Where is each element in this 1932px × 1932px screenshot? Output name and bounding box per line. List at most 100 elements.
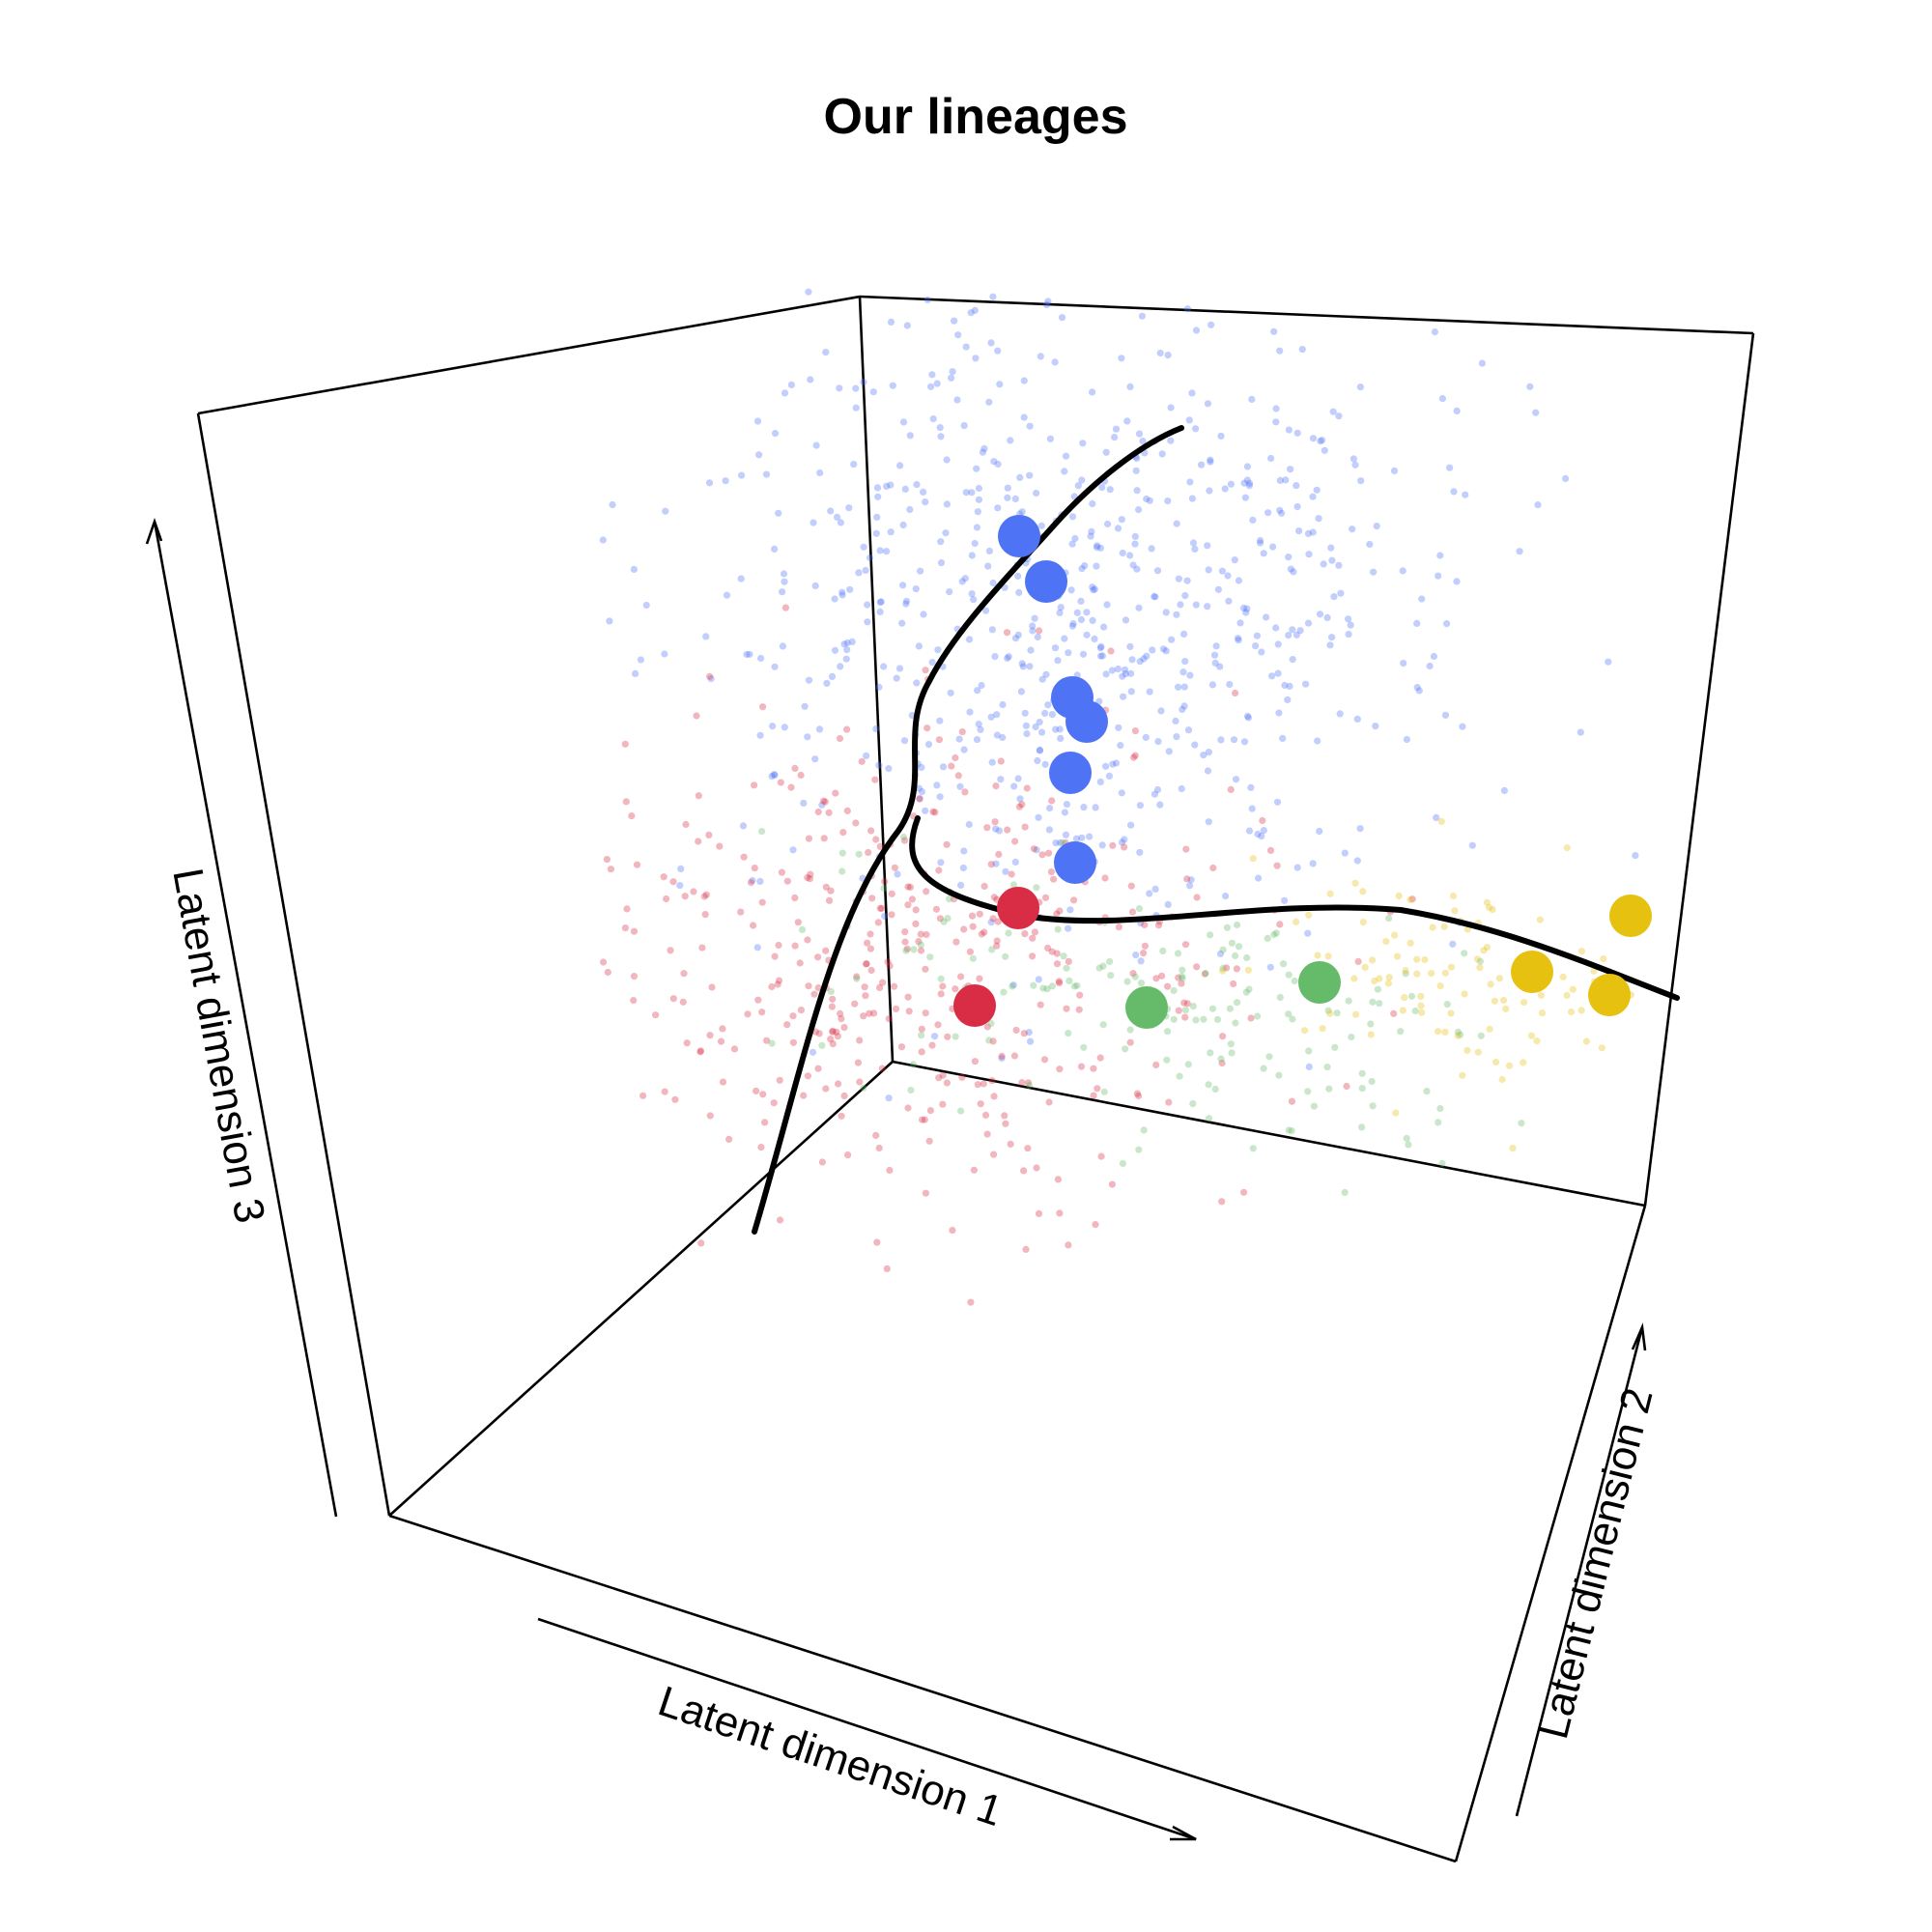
scatter-point-green bbox=[1285, 1126, 1293, 1134]
scatter-point-blue bbox=[1062, 452, 1070, 460]
scatter-point-green bbox=[1397, 1028, 1405, 1036]
scatter-point-green bbox=[1275, 1071, 1283, 1079]
scatter-point-red bbox=[705, 831, 713, 839]
scatter-point-green bbox=[1407, 992, 1416, 1000]
scatter-point-blue bbox=[1027, 1037, 1035, 1045]
scatter-point-blue bbox=[1063, 801, 1070, 809]
scatter-point-red bbox=[903, 945, 911, 952]
scatter-point-yellow bbox=[1436, 982, 1444, 990]
scatter-point-blue bbox=[1118, 789, 1125, 797]
scatter-point-green bbox=[1119, 1159, 1126, 1168]
scatter-point-green bbox=[1131, 973, 1139, 980]
scatter-point-red bbox=[829, 1040, 837, 1048]
scatter-point-blue bbox=[1316, 827, 1323, 836]
scatter-point-green bbox=[1402, 970, 1409, 978]
scatter-point-red bbox=[1178, 980, 1185, 987]
scatter-point-green bbox=[1411, 1007, 1419, 1015]
scatter-point-blue bbox=[850, 461, 858, 469]
scatter-point-blue bbox=[1018, 660, 1026, 668]
scatter-point-blue bbox=[993, 731, 1001, 739]
scatter-point-green bbox=[1249, 1145, 1257, 1152]
scatter-point-blue bbox=[779, 642, 787, 650]
scatter-point-blue bbox=[954, 331, 962, 339]
scatter-point-green bbox=[1163, 1056, 1171, 1064]
scatter-point-red bbox=[1183, 875, 1191, 883]
scatter-point-red bbox=[828, 1003, 837, 1010]
scatter-point-blue bbox=[1256, 539, 1264, 547]
scatter-point-red bbox=[1115, 923, 1122, 931]
scatter-point-blue bbox=[1083, 631, 1091, 639]
scatter-point-red bbox=[932, 905, 941, 913]
scatter-point-blue bbox=[840, 640, 848, 648]
scatter-point-green bbox=[1341, 1188, 1349, 1196]
scatter-point-blue bbox=[1248, 395, 1256, 403]
scatter-point-blue bbox=[1102, 670, 1110, 678]
scatter-point-blue bbox=[1275, 709, 1283, 717]
scatter-point-yellow bbox=[1502, 1005, 1510, 1012]
3d-box bbox=[196, 295, 1755, 1863]
scatter-point-blue bbox=[1204, 542, 1211, 550]
scatter-point-red bbox=[905, 1008, 913, 1015]
scatter-point-green bbox=[1285, 1010, 1293, 1018]
scatter-point-red bbox=[1227, 785, 1235, 794]
scatter-point-green bbox=[1358, 1123, 1366, 1131]
scatter-point-blue bbox=[1347, 621, 1354, 629]
scatter-point-red bbox=[948, 762, 955, 770]
scatter-point-red bbox=[960, 925, 968, 933]
scatter-point-green bbox=[1205, 1081, 1212, 1089]
scatter-point-blue bbox=[1036, 718, 1043, 726]
scatter-point-blue bbox=[1245, 827, 1254, 835]
scatter-point-green bbox=[1005, 929, 1012, 937]
scatter-point-yellow bbox=[1495, 975, 1503, 982]
scatter-point-red bbox=[814, 808, 822, 816]
scatter-point-blue bbox=[749, 876, 756, 885]
scatter-point-green bbox=[1009, 881, 1017, 889]
scatter-point-red bbox=[931, 809, 939, 816]
scatter-point-blue bbox=[768, 773, 776, 781]
scatter-point-yellow bbox=[1537, 991, 1545, 999]
scatter-point-red bbox=[815, 1030, 823, 1037]
scatter-point-blue bbox=[842, 655, 850, 663]
scatter-point-blue bbox=[1218, 567, 1226, 575]
scatter-point-blue bbox=[887, 481, 895, 489]
scatter-point-green bbox=[1228, 939, 1236, 947]
scatter-point-red bbox=[825, 809, 833, 816]
scatter-point-blue bbox=[929, 415, 937, 423]
scatter-point-red bbox=[820, 797, 828, 805]
scatter-point-green bbox=[1135, 905, 1144, 913]
scatter-point-blue bbox=[1205, 749, 1212, 756]
scatter-point-blue bbox=[1268, 672, 1276, 680]
scatter-point-blue bbox=[1453, 578, 1461, 585]
scatter-point-blue bbox=[1435, 572, 1442, 580]
scatter-point-blue bbox=[1272, 624, 1280, 632]
scatter-point-blue bbox=[1272, 418, 1280, 426]
scatter-point-red bbox=[834, 1033, 841, 1040]
scatter-point-blue bbox=[1296, 627, 1304, 635]
scatter-point-red bbox=[1209, 864, 1217, 872]
scatter-point-red bbox=[876, 983, 884, 991]
scatter-point-red bbox=[753, 1087, 760, 1094]
scatter-point-yellow bbox=[1486, 1025, 1493, 1033]
scatter-point-blue bbox=[883, 482, 891, 490]
scatter-point-blue bbox=[1272, 405, 1280, 412]
lineage-curve-2 bbox=[909, 815, 1680, 1001]
scatter-point-blue bbox=[1089, 583, 1096, 591]
scatter-point-blue bbox=[1139, 438, 1147, 445]
scatter-point-blue bbox=[811, 755, 819, 763]
scatter-point-blue bbox=[1056, 609, 1064, 617]
scatter-point-green bbox=[1063, 964, 1070, 972]
scatter-point-blue bbox=[1441, 711, 1450, 719]
scatter-point-yellow bbox=[1441, 1028, 1449, 1036]
scatter-point-yellow bbox=[1500, 996, 1508, 1004]
scatter-point-blue bbox=[837, 663, 844, 670]
scatter-point-red bbox=[922, 1009, 929, 1017]
scatter-point-green bbox=[818, 1041, 826, 1049]
scatter-point-blue bbox=[1345, 615, 1352, 623]
scatter-point-blue bbox=[1022, 722, 1030, 729]
scatter-point-blue bbox=[1177, 601, 1184, 609]
scatter-point-blue bbox=[1091, 635, 1098, 643]
scatter-point-red bbox=[1037, 1001, 1044, 1009]
scatter-point-blue bbox=[1180, 630, 1188, 639]
scatter-point-blue bbox=[769, 723, 777, 730]
scatter-point-red bbox=[607, 866, 615, 873]
